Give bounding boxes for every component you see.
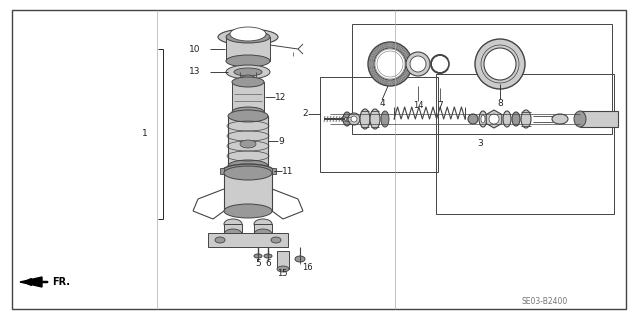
Ellipse shape <box>370 109 380 129</box>
Ellipse shape <box>226 31 270 43</box>
Polygon shape <box>486 110 502 128</box>
Bar <box>226 37 270 61</box>
Text: FR.: FR. <box>52 277 70 287</box>
Text: 12: 12 <box>275 93 286 101</box>
Ellipse shape <box>232 77 264 87</box>
Ellipse shape <box>374 48 406 80</box>
Ellipse shape <box>479 111 487 127</box>
Text: 15: 15 <box>277 270 287 278</box>
Ellipse shape <box>240 140 256 148</box>
Ellipse shape <box>351 116 357 122</box>
Ellipse shape <box>503 111 511 127</box>
Text: 5: 5 <box>255 259 261 269</box>
Bar <box>436 74 614 214</box>
Ellipse shape <box>521 110 531 128</box>
Text: 3: 3 <box>477 139 483 149</box>
Text: 8: 8 <box>497 100 503 108</box>
Text: 11: 11 <box>282 167 294 175</box>
Bar <box>232 82 264 112</box>
Ellipse shape <box>230 167 266 175</box>
Ellipse shape <box>360 109 370 129</box>
Bar <box>277 251 289 269</box>
Ellipse shape <box>406 52 430 76</box>
Bar <box>352 24 612 134</box>
Bar <box>220 168 224 174</box>
Text: 4: 4 <box>379 100 385 108</box>
Ellipse shape <box>234 68 262 76</box>
Ellipse shape <box>232 107 264 117</box>
Ellipse shape <box>264 254 272 258</box>
Ellipse shape <box>240 75 256 85</box>
Bar <box>320 77 438 172</box>
Text: 7: 7 <box>437 101 443 110</box>
Ellipse shape <box>348 113 360 125</box>
Bar <box>224 224 242 234</box>
Text: SE03-B2400: SE03-B2400 <box>522 296 568 306</box>
Text: 9: 9 <box>278 137 284 145</box>
Text: 2: 2 <box>302 109 308 118</box>
Ellipse shape <box>277 266 289 272</box>
Text: 10: 10 <box>189 44 200 54</box>
Ellipse shape <box>512 112 520 126</box>
Ellipse shape <box>226 55 270 67</box>
Ellipse shape <box>224 219 242 229</box>
Ellipse shape <box>489 114 499 124</box>
Ellipse shape <box>224 166 272 180</box>
Ellipse shape <box>226 65 270 79</box>
Polygon shape <box>20 277 42 287</box>
Bar <box>208 233 288 247</box>
Ellipse shape <box>295 256 305 262</box>
Ellipse shape <box>254 229 272 239</box>
Ellipse shape <box>574 111 586 127</box>
Ellipse shape <box>410 56 426 72</box>
Ellipse shape <box>228 160 268 172</box>
Ellipse shape <box>224 229 242 239</box>
Bar <box>224 173 272 211</box>
Ellipse shape <box>343 112 351 126</box>
Bar <box>254 224 272 234</box>
Bar <box>228 116 268 166</box>
Text: 1: 1 <box>142 130 148 138</box>
Ellipse shape <box>218 29 278 45</box>
Text: 13: 13 <box>189 68 200 77</box>
Ellipse shape <box>552 114 568 124</box>
Ellipse shape <box>224 204 272 218</box>
Bar <box>272 168 276 174</box>
Text: 14: 14 <box>413 101 424 110</box>
Ellipse shape <box>230 27 266 41</box>
Ellipse shape <box>381 111 389 127</box>
Ellipse shape <box>475 39 525 89</box>
Ellipse shape <box>341 117 347 121</box>
Ellipse shape <box>228 110 268 122</box>
Ellipse shape <box>254 219 272 229</box>
Ellipse shape <box>254 254 262 258</box>
Ellipse shape <box>468 114 478 124</box>
Ellipse shape <box>481 115 485 123</box>
Bar <box>580 111 618 127</box>
Ellipse shape <box>484 48 516 80</box>
Ellipse shape <box>271 237 281 243</box>
Text: 6: 6 <box>265 259 271 269</box>
Ellipse shape <box>215 237 225 243</box>
Ellipse shape <box>368 42 412 86</box>
Text: 16: 16 <box>302 263 312 271</box>
Ellipse shape <box>222 164 274 178</box>
